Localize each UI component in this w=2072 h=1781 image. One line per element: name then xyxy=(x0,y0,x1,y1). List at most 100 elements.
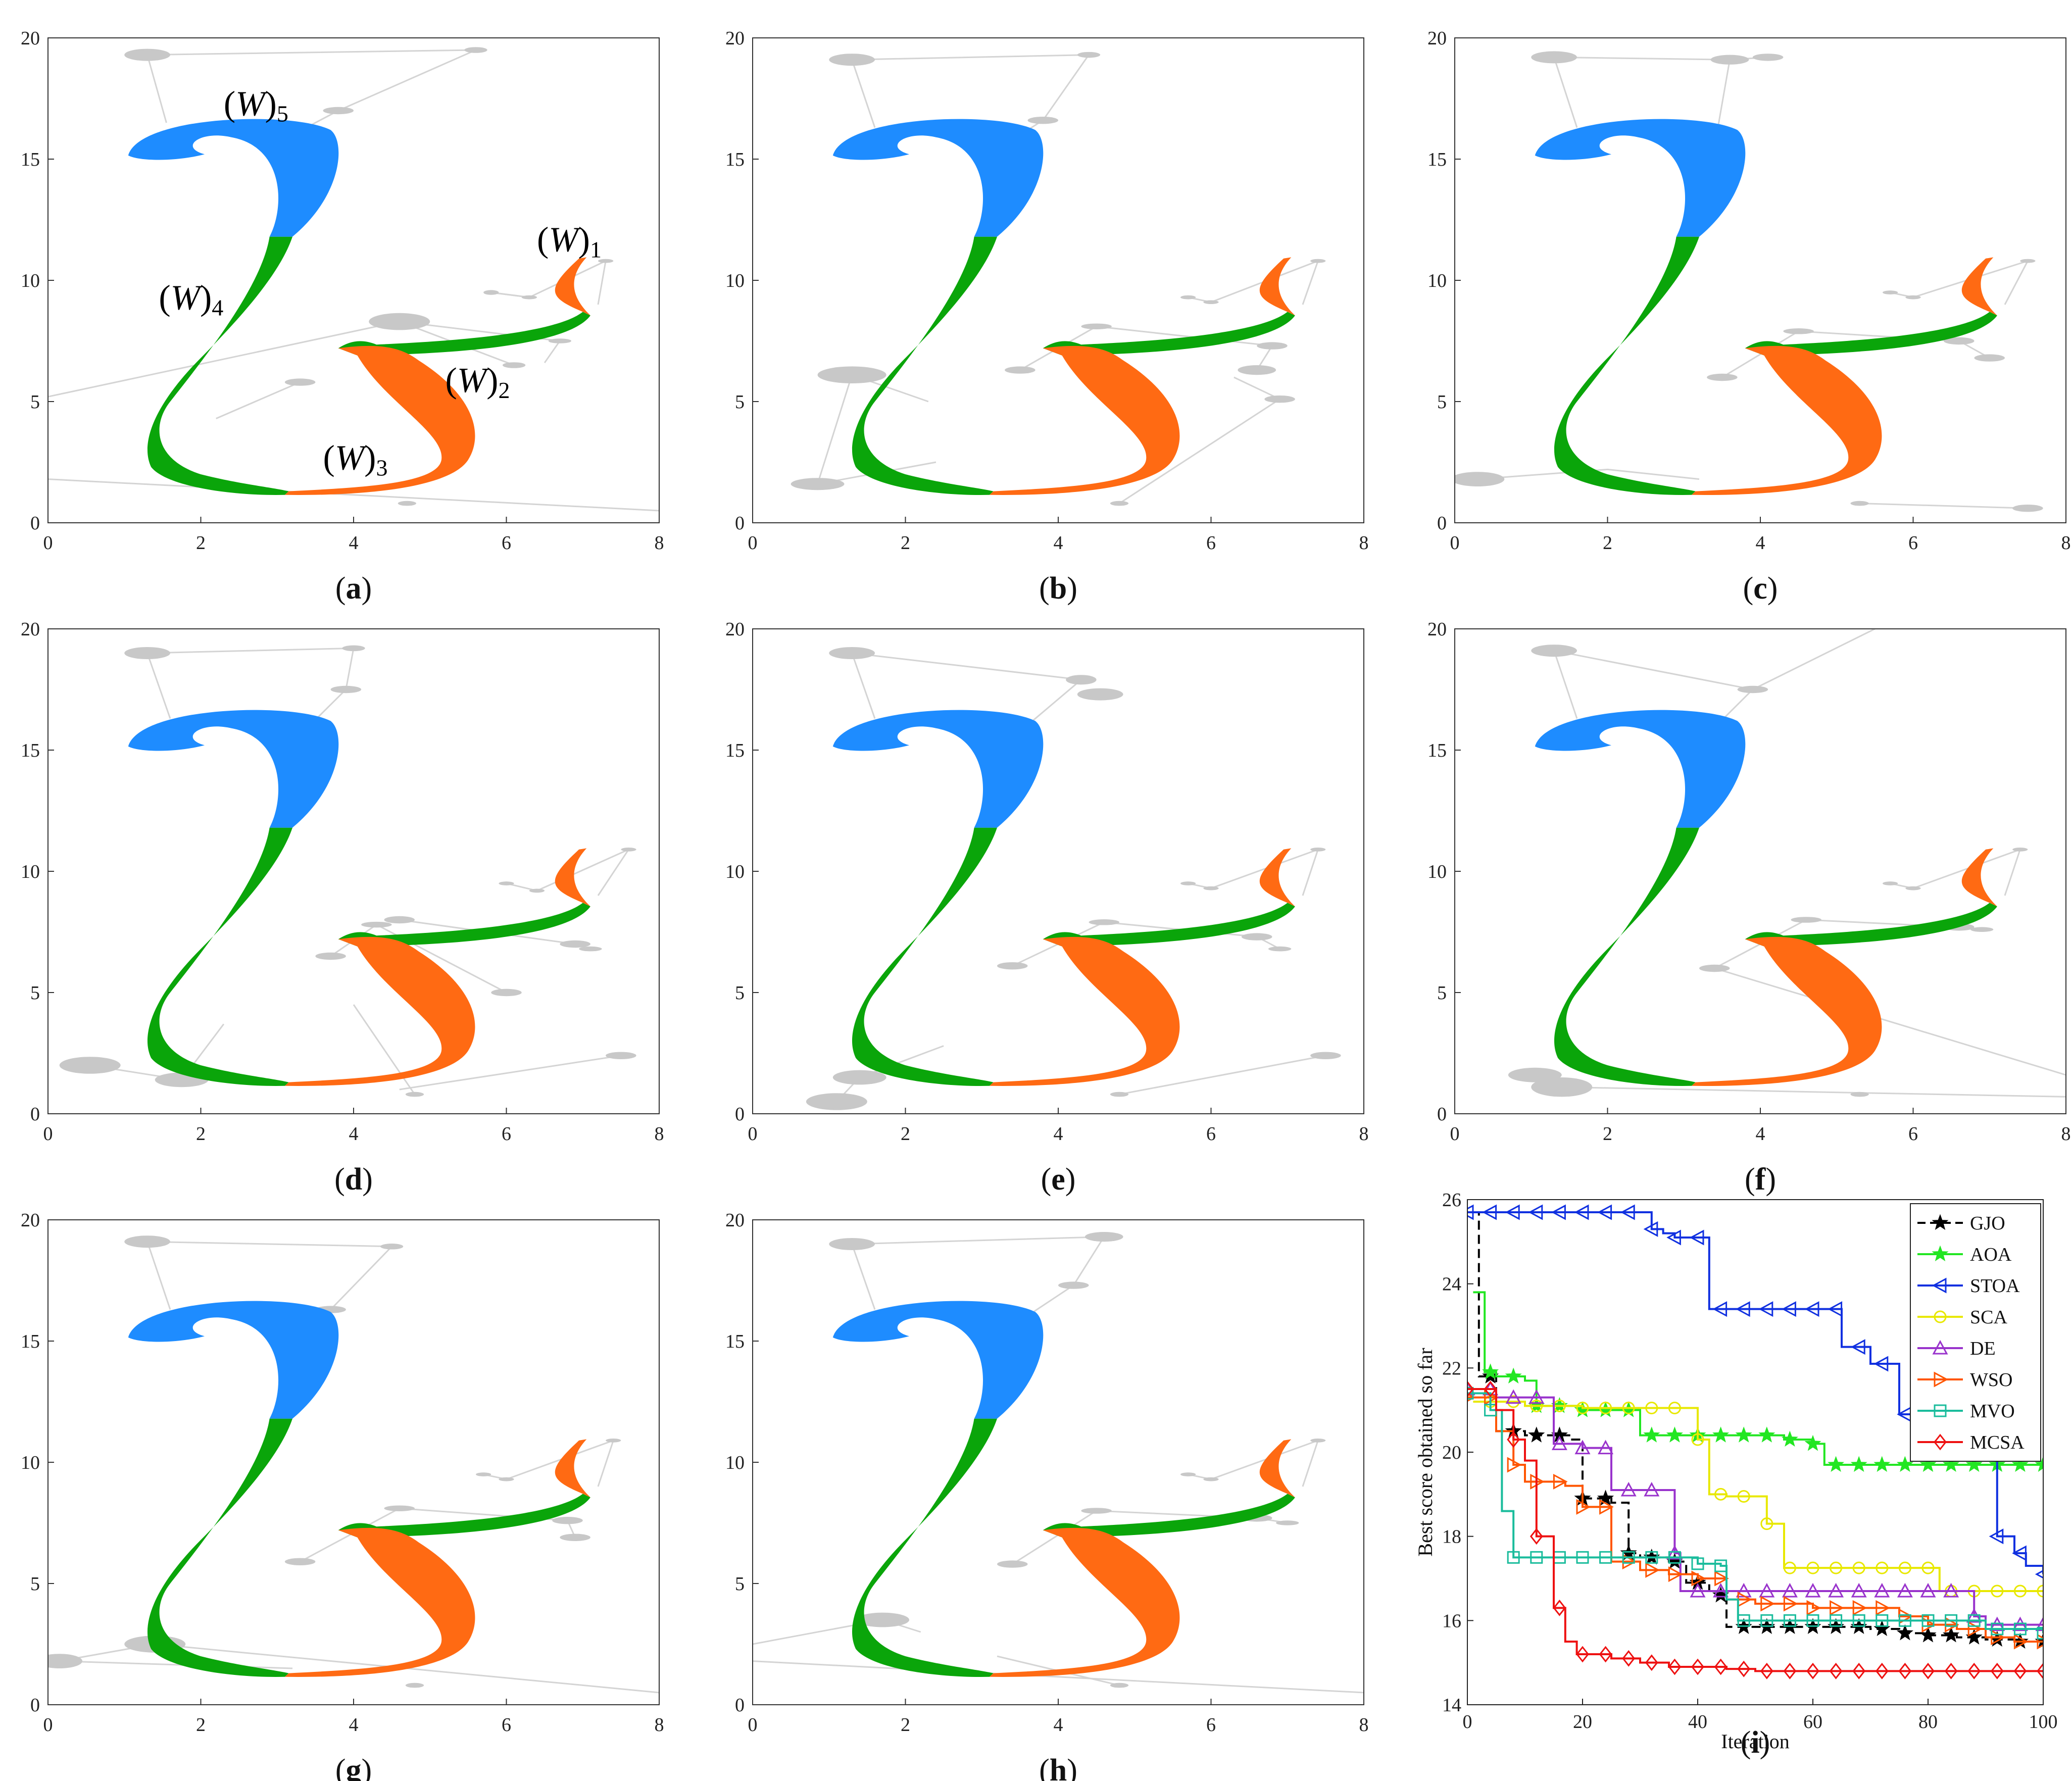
legend-marker xyxy=(1932,1340,1948,1355)
connector-line xyxy=(1553,57,1578,128)
segment-w3 xyxy=(284,936,475,1086)
legend-label-mcsa: MCSA xyxy=(1970,1432,2025,1453)
data-point xyxy=(1507,1551,1520,1564)
data-point xyxy=(1645,1562,1660,1578)
x-tick-label: 4 xyxy=(1054,1123,1063,1145)
obstacle xyxy=(1883,290,1898,294)
obstacle xyxy=(521,295,537,300)
segment-w4 xyxy=(852,236,997,496)
data-point xyxy=(1875,1662,1889,1679)
obstacle xyxy=(398,501,417,506)
data-point xyxy=(1622,1402,1635,1414)
data-point xyxy=(1668,1551,1681,1564)
data-point xyxy=(1898,1561,1911,1574)
segment-w2 xyxy=(1745,903,1997,947)
y-tick-label: 5 xyxy=(30,1573,40,1595)
panel-h: 0 2 4 6 8 0 5 10 15 20 (h) xyxy=(725,1210,1369,1781)
obstacle xyxy=(1531,51,1577,64)
data-point xyxy=(2011,1456,2029,1472)
x-tick-label: 8 xyxy=(2061,532,2071,554)
data-point xyxy=(1620,1481,1637,1497)
obstacle xyxy=(1077,52,1101,58)
panel-caption: (g) xyxy=(335,1753,372,1781)
obstacle xyxy=(1081,1508,1112,1514)
connector-line xyxy=(399,1055,621,1091)
panel-caption: (d) xyxy=(334,1162,373,1197)
x-tick-label: 100 xyxy=(2029,1711,2058,1733)
segment-w3 xyxy=(1691,345,1882,495)
data-point xyxy=(1945,1614,1958,1627)
y-tick-label: 20 xyxy=(1442,1442,1461,1463)
segment-w5 xyxy=(832,710,1044,828)
data-point xyxy=(1852,1600,1867,1616)
data-point xyxy=(1898,1614,1911,1627)
data-point xyxy=(1599,1499,1614,1515)
segment-w3 xyxy=(1691,936,1882,1086)
data-point xyxy=(1737,1660,1751,1677)
y-tick-label: 0 xyxy=(30,1695,40,1716)
x-tick-label: 0 xyxy=(43,1714,53,1736)
series-line xyxy=(1467,1396,2043,1643)
obstacle xyxy=(2012,505,2043,512)
y-tick-label: 0 xyxy=(30,1104,40,1125)
legend-marker xyxy=(1932,1214,1949,1230)
snake-body xyxy=(1535,119,1997,496)
obstacle xyxy=(1905,295,1921,300)
data-point xyxy=(1620,1204,1635,1220)
series-line xyxy=(1467,1211,2043,1574)
data-point xyxy=(1576,1499,1591,1515)
x-tick-label: 4 xyxy=(1054,532,1063,554)
data-point xyxy=(1966,1608,1982,1623)
data-point xyxy=(1528,1426,1545,1443)
legend-marker xyxy=(1934,1433,1947,1451)
data-point xyxy=(1668,1658,1682,1675)
obstacle xyxy=(1699,964,1730,972)
data-point xyxy=(1876,1600,1890,1616)
y-tick-label: 10 xyxy=(21,861,40,882)
data-point xyxy=(1896,1456,1913,1472)
obstacle xyxy=(384,1505,415,1511)
obstacle xyxy=(997,1560,1028,1568)
x-tick-label: 40 xyxy=(1688,1711,1707,1733)
obstacle xyxy=(48,1654,83,1668)
series-line xyxy=(1467,1392,2043,1634)
panel-b: 0 2 4 6 8 0 5 10 15 20 (b) xyxy=(725,28,1369,606)
obstacle xyxy=(1883,881,1898,885)
data-point xyxy=(2035,1616,2043,1631)
data-point xyxy=(1943,1456,1960,1472)
data-point xyxy=(1919,1626,1937,1643)
segment-w2 xyxy=(1043,312,1295,356)
obstacle xyxy=(1180,1472,1196,1476)
data-point xyxy=(1622,1551,1635,1564)
obstacle xyxy=(1783,328,1814,334)
data-point xyxy=(2012,1616,2028,1631)
data-point xyxy=(2013,1634,2029,1650)
obstacle xyxy=(1084,1232,1123,1242)
panel-caption: (h) xyxy=(1039,1753,1077,1781)
connector-line xyxy=(1119,1055,1326,1096)
obstacle xyxy=(499,1477,514,1481)
data-point xyxy=(1830,1561,1843,1574)
obstacle xyxy=(1531,1077,1593,1097)
data-point xyxy=(1551,1204,1566,1220)
connector-line xyxy=(216,381,301,419)
legend-label-de: DE xyxy=(1970,1338,1996,1359)
legend-marker xyxy=(1934,1404,1947,1417)
y-tick-label: 10 xyxy=(725,861,745,882)
data-point xyxy=(1668,1402,1681,1414)
obstacle xyxy=(2012,847,2028,852)
data-point xyxy=(1921,1614,1935,1627)
obstacle xyxy=(1905,886,1921,890)
connector-line xyxy=(146,1241,171,1310)
convergence-chart: 0 20 40 60 80 100 14 16 18 20 22 24 26 Iteration Best … xyxy=(1414,1190,2058,1760)
obstacle xyxy=(1077,688,1123,701)
y-axis-label: Best score obtained so far xyxy=(1414,1348,1437,1556)
x-tick-label: 0 xyxy=(748,1714,758,1736)
obstacle xyxy=(330,685,362,694)
y-tick-label: 10 xyxy=(21,1452,40,1473)
data-point xyxy=(2037,1662,2043,1679)
obstacle xyxy=(1310,1052,1341,1059)
data-point xyxy=(1645,1551,1658,1564)
obstacle xyxy=(817,366,886,383)
data-point xyxy=(2035,1456,2043,1472)
